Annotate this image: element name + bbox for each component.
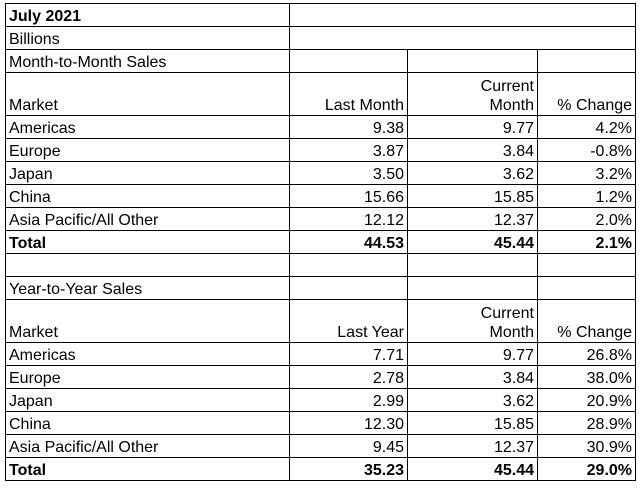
table-row: Asia Pacific/All Other 9.45 12.37 30.9% xyxy=(5,434,637,458)
last-month-cell: 15.66 xyxy=(289,184,408,208)
unit-label: Billions xyxy=(5,26,290,50)
last-year-cell: 12.30 xyxy=(289,411,408,435)
change-cell: 2.0% xyxy=(536,207,637,231)
header-current-month: Current Month xyxy=(407,299,538,343)
total-label: Total xyxy=(5,457,290,481)
market-cell: Japan xyxy=(5,161,290,185)
table-row: Americas 7.71 9.77 26.8% xyxy=(5,342,637,366)
header-change: % Change xyxy=(536,299,637,343)
change-cell: 38.0% xyxy=(536,365,637,389)
total-change: 29.0% xyxy=(536,457,637,481)
market-cell: Americas xyxy=(5,342,290,366)
blank-cell xyxy=(288,3,637,27)
current-month-cell: 3.62 xyxy=(407,388,538,412)
table-row: Americas 9.38 9.77 4.2% xyxy=(5,115,637,139)
total-row: Total 44.53 45.44 2.1% xyxy=(5,230,637,254)
market-cell: Americas xyxy=(5,115,290,139)
header-current-line1: Current xyxy=(480,78,534,95)
blank-cell xyxy=(289,49,408,73)
table-row: Europe 2.78 3.84 38.0% xyxy=(5,365,637,389)
table-row: China 15.66 15.85 1.2% xyxy=(5,184,637,208)
title-row: July 2021 xyxy=(5,3,637,27)
current-month-cell: 3.84 xyxy=(407,138,538,162)
total-current-month: 45.44 xyxy=(407,457,538,481)
total-current-month: 45.44 xyxy=(407,230,538,254)
current-month-cell: 9.77 xyxy=(407,342,538,366)
section-row: Year-to-Year Sales xyxy=(5,276,637,300)
change-cell: 3.2% xyxy=(536,161,637,185)
total-last-month: 44.53 xyxy=(289,230,408,254)
current-month-cell: 12.37 xyxy=(407,207,538,231)
sales-table: July 2021 Billions Month-to-Month Sales … xyxy=(5,3,637,481)
current-month-cell: 3.84 xyxy=(407,365,538,389)
blank-cell xyxy=(407,49,538,73)
last-month-cell: 12.12 xyxy=(289,207,408,231)
total-label: Total xyxy=(5,230,290,254)
blank-cell xyxy=(288,26,637,50)
report-title: July 2021 xyxy=(5,3,290,27)
table-row: Japan 3.50 3.62 3.2% xyxy=(5,161,637,185)
market-cell: China xyxy=(5,411,290,435)
unit-row: Billions xyxy=(5,26,637,50)
header-change: % Change xyxy=(536,72,637,116)
current-month-cell: 15.85 xyxy=(407,184,538,208)
header-market: Market xyxy=(5,72,290,116)
header-last-month: Last Month xyxy=(289,72,408,116)
change-cell: 28.9% xyxy=(536,411,637,435)
current-month-cell: 12.37 xyxy=(407,434,538,458)
header-current-line2: Month xyxy=(489,324,534,341)
table-row: Asia Pacific/All Other 12.12 12.37 2.0% xyxy=(5,207,637,231)
section-row: Month-to-Month Sales xyxy=(5,49,637,73)
last-year-cell: 2.99 xyxy=(289,388,408,412)
blank-cell xyxy=(536,253,637,277)
change-cell: 4.2% xyxy=(536,115,637,139)
header-last-year: Last Year xyxy=(289,299,408,343)
last-month-cell: 3.87 xyxy=(289,138,408,162)
change-cell: 1.2% xyxy=(536,184,637,208)
total-row: Total 35.23 45.44 29.0% xyxy=(5,457,637,481)
header-row: Market Last Year Current Month % Change xyxy=(5,299,637,343)
last-year-cell: 7.71 xyxy=(289,342,408,366)
current-month-cell: 15.85 xyxy=(407,411,538,435)
current-month-cell: 3.62 xyxy=(407,161,538,185)
market-cell: Europe xyxy=(5,365,290,389)
market-cell: Europe xyxy=(5,138,290,162)
change-cell: 26.8% xyxy=(536,342,637,366)
section-label-yty: Year-to-Year Sales xyxy=(5,276,290,300)
market-cell: Asia Pacific/All Other xyxy=(5,207,290,231)
change-cell: -0.8% xyxy=(536,138,637,162)
blank-cell xyxy=(536,276,637,300)
header-market: Market xyxy=(5,299,290,343)
blank-cell xyxy=(536,49,637,73)
market-cell: China xyxy=(5,184,290,208)
blank-cell xyxy=(289,276,408,300)
header-current-month: Current Month xyxy=(407,72,538,116)
change-cell: 20.9% xyxy=(536,388,637,412)
last-month-cell: 9.38 xyxy=(289,115,408,139)
blank-cell xyxy=(5,253,290,277)
last-month-cell: 3.50 xyxy=(289,161,408,185)
total-last-year: 35.23 xyxy=(289,457,408,481)
table-row: China 12.30 15.85 28.9% xyxy=(5,411,637,435)
last-year-cell: 2.78 xyxy=(289,365,408,389)
blank-cell xyxy=(289,253,408,277)
blank-cell xyxy=(407,276,538,300)
header-current-line2: Month xyxy=(489,97,534,114)
spacer-row xyxy=(5,253,637,277)
header-current-line1: Current xyxy=(480,305,534,322)
table-row: Japan 2.99 3.62 20.9% xyxy=(5,388,637,412)
current-month-cell: 9.77 xyxy=(407,115,538,139)
table-row: Europe 3.87 3.84 -0.8% xyxy=(5,138,637,162)
market-cell: Japan xyxy=(5,388,290,412)
total-change: 2.1% xyxy=(536,230,637,254)
last-year-cell: 9.45 xyxy=(289,434,408,458)
change-cell: 30.9% xyxy=(536,434,637,458)
market-cell: Asia Pacific/All Other xyxy=(5,434,290,458)
section-label-mtm: Month-to-Month Sales xyxy=(5,49,290,73)
blank-cell xyxy=(407,253,538,277)
header-row: Market Last Month Current Month % Change xyxy=(5,72,637,116)
